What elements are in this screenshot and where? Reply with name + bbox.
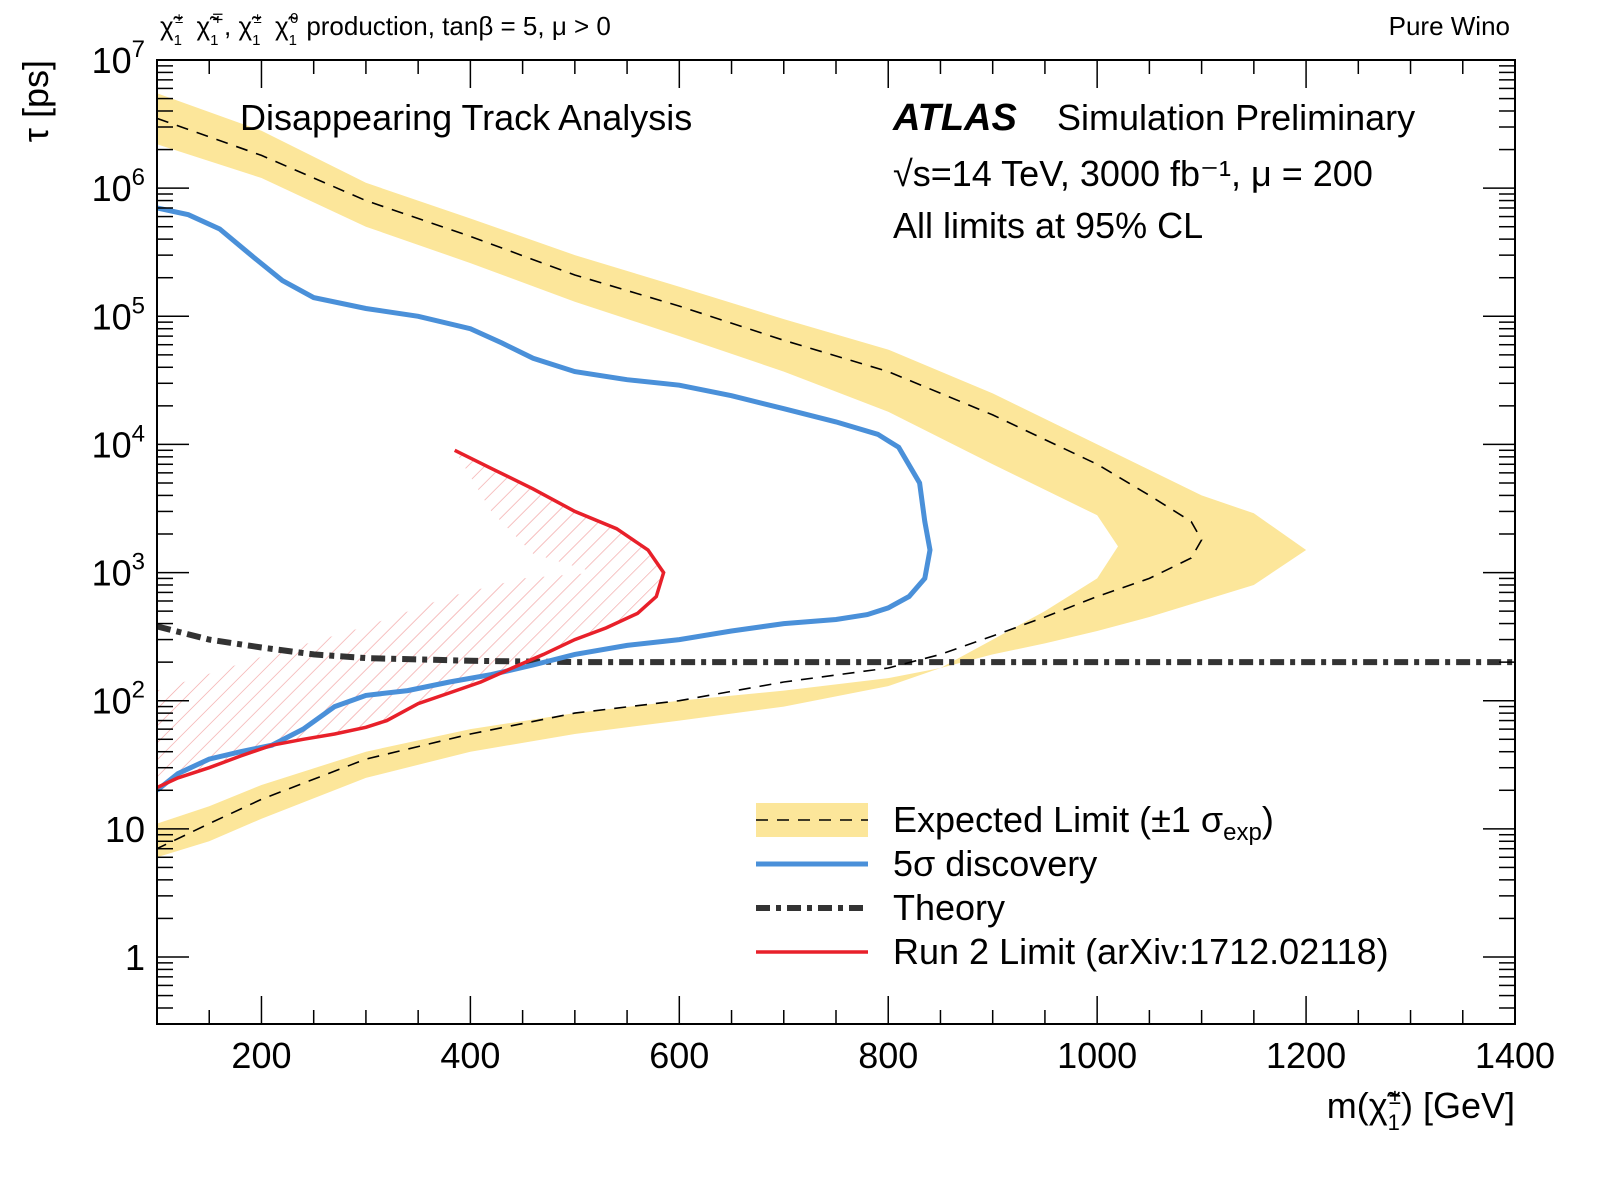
- energy-lumi-label: √s=14 TeV, 3000 fb⁻¹, μ = 200: [893, 153, 1373, 194]
- expected-band: [157, 93, 1307, 858]
- analysis-label: Disappearing Track Analysis: [240, 97, 692, 138]
- y-tick-label: 105: [92, 292, 145, 337]
- x-tick-label: 1400: [1475, 1035, 1555, 1076]
- x-tick-label: 200: [231, 1035, 291, 1076]
- x-tick-label: 800: [858, 1035, 918, 1076]
- theory-line: [157, 623, 1515, 666]
- y-tick-label: 102: [92, 677, 145, 722]
- y-axis: 1 10 102 103 104 105 106 107: [92, 36, 1515, 1025]
- atlas-label: ATLAS: [892, 97, 1017, 139]
- expected-line: [157, 117, 1203, 850]
- x-tick-label: 600: [649, 1035, 709, 1076]
- atlas-status: Simulation Preliminary: [1057, 97, 1415, 138]
- y-tick-label: 106: [92, 164, 145, 209]
- plot-area: [157, 93, 1515, 858]
- legend: Expected Limit (±1 σexp) 5σ discovery Th…: [756, 799, 1389, 972]
- x-tick-label: 400: [440, 1035, 500, 1076]
- x-axis-label: m(χ̃1±) [GeV]: [1327, 1084, 1515, 1135]
- model-label: Pure Wino: [1389, 11, 1510, 41]
- discovery-line: [157, 205, 933, 793]
- cl-label: All limits at 95% CL: [893, 205, 1203, 246]
- y-tick-label: 104: [92, 420, 145, 465]
- y-tick-label: 107: [92, 36, 145, 81]
- y-tick-label: 1: [125, 937, 145, 978]
- run2-limit-line: [157, 448, 666, 790]
- x-tick-label: 1200: [1266, 1035, 1346, 1076]
- legend-label-theory: Theory: [893, 887, 1005, 928]
- y-tick-label: 103: [92, 549, 145, 594]
- header: χ̃1± χ̃1∓, χ̃1± χ̃10 production, tanβ = 5…: [160, 10, 1510, 49]
- legend-label-run2: Run 2 Limit (arXiv:1712.02118): [893, 931, 1389, 972]
- legend-label-discovery: 5σ discovery: [893, 843, 1097, 884]
- run2-excluded-region: [157, 450, 664, 788]
- process-label: χ̃1± χ̃1∓, χ̃1± χ̃10 production, tanβ = 5…: [160, 10, 611, 49]
- y-axis-label: τ [ps]: [15, 60, 56, 142]
- x-axis: 200 400 600 800 1000 1200 1400: [156, 60, 1555, 1076]
- x-tick-label: 1000: [1057, 1035, 1137, 1076]
- legend-label-expected: Expected Limit (±1 σexp): [893, 799, 1274, 846]
- y-tick-label: 10: [105, 809, 145, 850]
